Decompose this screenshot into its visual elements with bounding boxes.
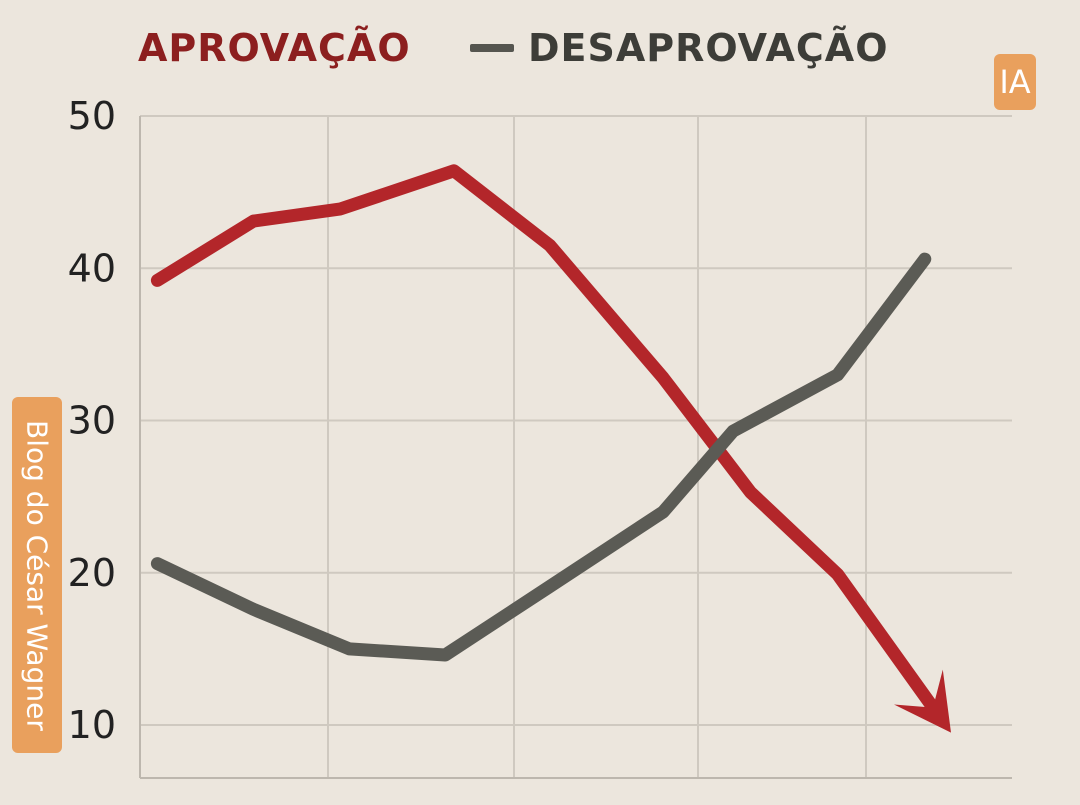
y-tick-label: 10 (68, 703, 116, 747)
ai-badge: IA (994, 54, 1036, 110)
series-line-disapproval (150, 252, 932, 662)
legend-approval-label: APROVAÇÃO (138, 26, 411, 70)
y-tick-label: 30 (68, 399, 116, 443)
blog-watermark-label: Blog do César Wagner (20, 419, 54, 731)
y-tick-label: 40 (68, 246, 116, 290)
blog-watermark: Blog do César Wagner (12, 397, 62, 753)
legend-disapproval-label: DESAPROVAÇÃO (528, 26, 889, 70)
arrowhead-approval (894, 669, 951, 733)
legend-disapproval: DESAPROVAÇÃO (470, 26, 889, 70)
y-tick-label: 50 (68, 94, 116, 138)
legend-disapproval-swatch (470, 44, 514, 52)
y-tick-label: 20 (68, 551, 116, 595)
series-line-approval (150, 164, 938, 712)
